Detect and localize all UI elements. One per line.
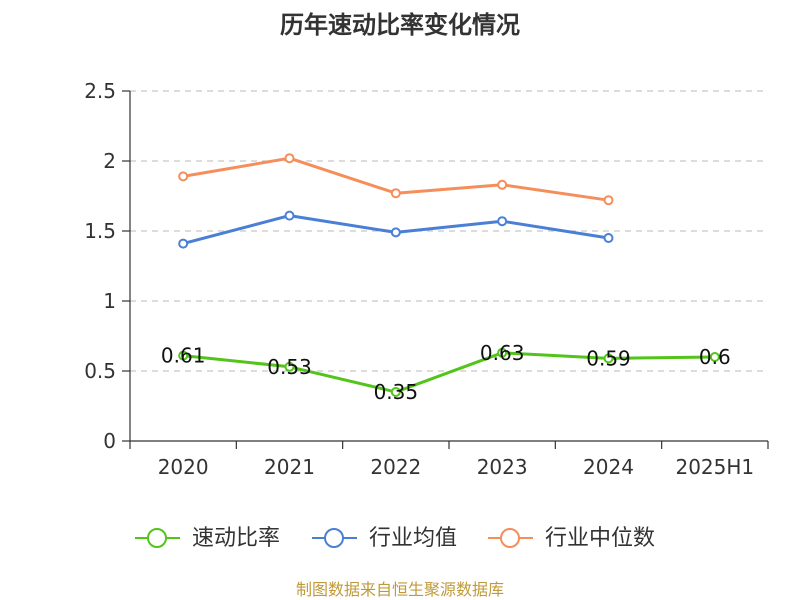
point-quick-ratio[interactable]: [178, 350, 189, 361]
chart-title: 历年速动比率变化情况: [280, 11, 520, 39]
data-label-quick-ratio: 0.6: [699, 345, 731, 369]
legend-label-industry-avg: 行业均值: [369, 526, 457, 551]
series-line-quick-ratio: [183, 351, 715, 394]
point-industry-avg[interactable]: [603, 233, 614, 243]
legend-item-quick-ratio[interactable]: 速动比率: [135, 526, 280, 551]
legend-item-industry-avg[interactable]: 行业均值: [312, 526, 457, 551]
x-tick-label: 2024: [583, 455, 634, 479]
axes: 0 0.5 1 1.5 2 2.5 2020 2021 2022 2023 2024 2025H1: [84, 79, 769, 479]
legend: 速动比率 行业均值 行业中位数: [135, 526, 655, 551]
legend-item-industry-median[interactable]: 行业中位数: [488, 526, 655, 551]
y-tick-label: 0: [103, 429, 116, 453]
point-industry-median[interactable]: [284, 153, 295, 164]
point-industry-median[interactable]: [603, 195, 614, 206]
point-industry-avg[interactable]: [390, 227, 401, 238]
series: [178, 153, 720, 397]
point-industry-avg[interactable]: [497, 216, 508, 227]
data-label-quick-ratio: 0.53: [267, 355, 312, 379]
point-quick-ratio[interactable]: [603, 353, 614, 364]
x-tick-label: 2023: [477, 455, 528, 479]
x-tick-label: 2020: [158, 455, 209, 479]
y-tick-label: 0.5: [84, 359, 116, 383]
point-quick-ratio[interactable]: [709, 352, 720, 362]
point-quick-ratio[interactable]: [497, 347, 508, 358]
legend-label-industry-median: 行业中位数: [545, 526, 655, 551]
source-note: 制图数据来自恒生聚源数据库: [296, 580, 504, 599]
legend-marker-industry-median: [500, 528, 520, 548]
point-quick-ratio[interactable]: [284, 361, 295, 372]
legend-marker-quick-ratio: [147, 528, 167, 548]
point-industry-median[interactable]: [497, 179, 508, 190]
y-tick-label: 1: [103, 289, 116, 313]
y-tick-label: 2: [103, 149, 116, 173]
x-tick-label: 2021: [264, 455, 315, 479]
data-labels: 0.61 0.53 0.35 0.63 0.59 0.6: [161, 341, 731, 404]
point-quick-ratio[interactable]: [390, 387, 401, 397]
x-tick-label: 2025H1: [675, 455, 754, 479]
data-label-quick-ratio: 0.59: [586, 346, 631, 370]
y-tick-label: 2.5: [84, 79, 116, 103]
point-industry-avg[interactable]: [284, 210, 295, 221]
y-tick-label: 1.5: [84, 219, 116, 243]
point-industry-median[interactable]: [178, 171, 189, 182]
legend-label-quick-ratio: 速动比率: [192, 526, 280, 551]
point-industry-median[interactable]: [390, 188, 401, 199]
data-label-quick-ratio: 0.63: [480, 341, 525, 365]
data-label-quick-ratio: 0.61: [161, 344, 206, 368]
point-industry-avg[interactable]: [178, 238, 189, 249]
data-label-quick-ratio: 0.35: [374, 380, 419, 404]
x-tick-label: 2022: [370, 455, 421, 479]
legend-marker-industry-avg: [324, 528, 344, 548]
